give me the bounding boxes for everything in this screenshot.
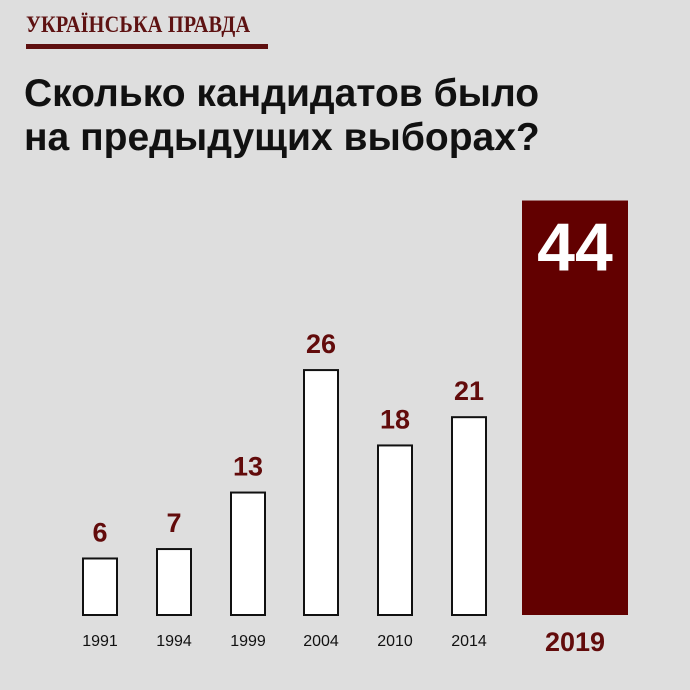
bar-2019 [522,200,628,615]
x-tick-label-1999: 1999 [230,633,266,650]
x-tick-label-2014: 2014 [451,633,487,650]
value-label-2004: 26 [306,329,336,359]
value-label-1994: 7 [166,508,181,538]
x-tick-label-1994: 1994 [156,633,192,650]
chart-title-line-1: Сколько кандидатов было [24,72,540,115]
value-label-1991: 6 [92,517,107,547]
x-tick-label-1991: 1991 [82,633,118,650]
bar-1999 [230,491,266,617]
bar-2004 [303,369,339,616]
x-tick-label-2010: 2010 [377,633,413,650]
x-tick-label-2004: 2004 [303,633,339,650]
value-label-2014: 21 [454,376,484,406]
value-label-1999: 13 [233,452,263,482]
brand-logo: УКРАЇНСЬКА ПРАВДА [26,12,251,37]
bar-1991 [82,557,118,616]
bar-2014 [451,416,487,616]
chart-title-line-2: на предыдущих выборах? [24,116,540,159]
bar-1994 [156,548,192,616]
value-label-2019: 44 [537,210,613,286]
brand-underline [26,44,268,49]
value-label-2010: 18 [380,404,410,434]
x-tick-label-2019: 2019 [545,627,605,657]
bar-2010 [377,444,413,616]
chart-title: Сколько кандидатов было на предыдущих вы… [24,72,674,160]
